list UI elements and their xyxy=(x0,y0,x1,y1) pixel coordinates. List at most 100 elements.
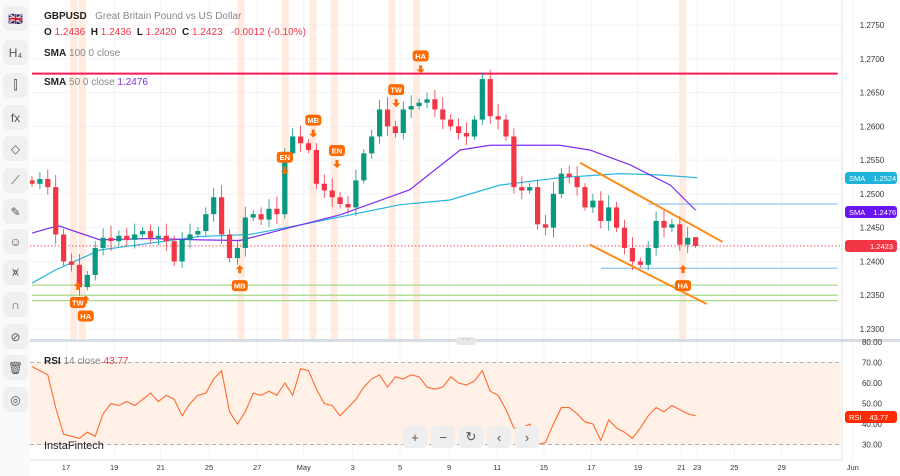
timeframe-h4-button[interactable]: H₄ xyxy=(3,40,28,65)
signal-en[interactable]: EN xyxy=(276,151,293,175)
reset-view-button[interactable]: ↻ xyxy=(459,426,483,448)
pane-resize-handle[interactable]: ··· xyxy=(456,336,476,345)
magnet-icon[interactable]: ∩ xyxy=(3,292,28,317)
price-tick-label: 1.2750 xyxy=(860,21,885,30)
candle-body xyxy=(542,224,549,228)
signal-en[interactable]: EN xyxy=(328,144,345,168)
candle-body xyxy=(45,179,51,188)
candle xyxy=(519,176,525,200)
candle xyxy=(637,257,643,269)
candle-body xyxy=(155,235,161,238)
patterns-icon[interactable]: ⩙ xyxy=(3,260,28,285)
flag-gb-icon[interactable]: 🇬🇧 xyxy=(3,6,28,31)
candle xyxy=(661,208,667,238)
candle-body xyxy=(345,204,351,208)
time-tick-label: 5 xyxy=(398,463,402,472)
tag-value: 1.2423 xyxy=(870,241,893,251)
signal-highlight-band xyxy=(679,0,687,340)
candle-body xyxy=(258,214,264,220)
candle-body xyxy=(61,234,67,262)
instafintech-watermark: InstaFintech xyxy=(44,440,104,452)
candle xyxy=(424,92,430,109)
candle xyxy=(653,211,659,256)
candle xyxy=(171,235,177,266)
sma100-legend[interactable]: SMA 100 0 close xyxy=(44,48,120,59)
rsi-line xyxy=(31,366,696,446)
candle-body xyxy=(400,109,406,134)
fx-indicators-icon[interactable]: fx xyxy=(3,105,28,130)
arrow-down-icon xyxy=(392,99,401,108)
time-tick-label: 27 xyxy=(253,463,261,472)
shapes-icon[interactable]: ◇ xyxy=(3,136,28,161)
candle-body xyxy=(132,234,138,240)
time-tick-label: 19 xyxy=(110,463,118,472)
signal-ha[interactable]: HA xyxy=(674,265,691,292)
rsi-tick-label: 30.00 xyxy=(862,441,883,450)
candle xyxy=(440,97,446,130)
arrow-up-icon xyxy=(678,265,687,274)
signal-mb[interactable]: MB xyxy=(305,114,322,138)
candle-body xyxy=(511,136,517,188)
candle xyxy=(147,224,154,244)
eye-off-icon[interactable]: ⊘ xyxy=(3,324,28,349)
signal-tw[interactable]: TW xyxy=(69,281,86,308)
candles-icon[interactable]: ⫿ xyxy=(3,73,28,98)
signal-label: MB xyxy=(234,282,246,291)
scroll-right-button[interactable]: › xyxy=(515,426,539,448)
candle-body xyxy=(392,126,398,134)
scroll-left-button[interactable]: ‹ xyxy=(487,426,511,448)
price-tick-label: 1.2700 xyxy=(860,55,885,64)
candle-body xyxy=(432,99,438,110)
candle-body xyxy=(487,79,493,117)
signal-ha[interactable]: HA xyxy=(412,50,429,74)
signal-badge xyxy=(674,280,691,292)
candle xyxy=(116,230,122,246)
candle xyxy=(203,207,209,237)
sma50-price-tag: SMA 1.2476 xyxy=(845,206,897,218)
sma50-value: 1.2476 xyxy=(117,77,148,88)
candle xyxy=(234,239,240,265)
sma100-price-tag: SMA 1.2524 xyxy=(845,172,897,184)
candle xyxy=(463,122,470,146)
candle-body xyxy=(266,208,272,220)
zoom-in-button[interactable]: + xyxy=(403,426,427,448)
candle xyxy=(353,169,359,217)
signal-tw[interactable]: TW xyxy=(388,84,405,108)
rsi-legend[interactable]: RSI 14 close 43.77 xyxy=(44,356,129,367)
trash-all-icon[interactable]: 🗑 xyxy=(3,355,28,380)
candle-body xyxy=(598,200,604,221)
candle xyxy=(479,72,485,125)
candle xyxy=(677,216,683,252)
candle-body xyxy=(519,187,525,191)
candle-body xyxy=(384,109,391,127)
sma50-legend[interactable]: SMA 50 0 close 1.2476 xyxy=(44,77,148,88)
smiley-icon[interactable]: ☺ xyxy=(3,229,28,254)
brush-icon[interactable]: ✎ xyxy=(3,199,28,224)
camera-icon[interactable]: ◎ xyxy=(3,387,28,412)
candle-body xyxy=(321,183,327,191)
open-value: 1.2436 xyxy=(54,27,86,38)
candle-body xyxy=(298,136,304,144)
arrow-down-icon xyxy=(280,166,289,175)
candle xyxy=(258,207,264,225)
price-tick-label: 1.2400 xyxy=(860,257,885,266)
candle-body xyxy=(361,153,367,181)
candle xyxy=(590,193,596,213)
candle-body xyxy=(369,136,375,154)
zoom-out-button[interactable]: − xyxy=(431,426,455,448)
candle xyxy=(614,202,620,233)
candle-body xyxy=(211,197,217,215)
signal-mb[interactable]: MB xyxy=(231,265,248,292)
candle xyxy=(163,223,169,251)
candle xyxy=(100,228,106,256)
signal-label: HA xyxy=(415,52,426,61)
price-tick-label: 1.2650 xyxy=(860,89,885,98)
candle xyxy=(369,129,375,159)
candle xyxy=(535,180,541,230)
lines-icon[interactable]: ⟋ xyxy=(3,168,28,193)
arrow-up-icon xyxy=(73,281,82,290)
open-label: O xyxy=(44,27,52,38)
candle xyxy=(298,125,304,152)
signal-ha[interactable]: HA xyxy=(77,295,94,322)
